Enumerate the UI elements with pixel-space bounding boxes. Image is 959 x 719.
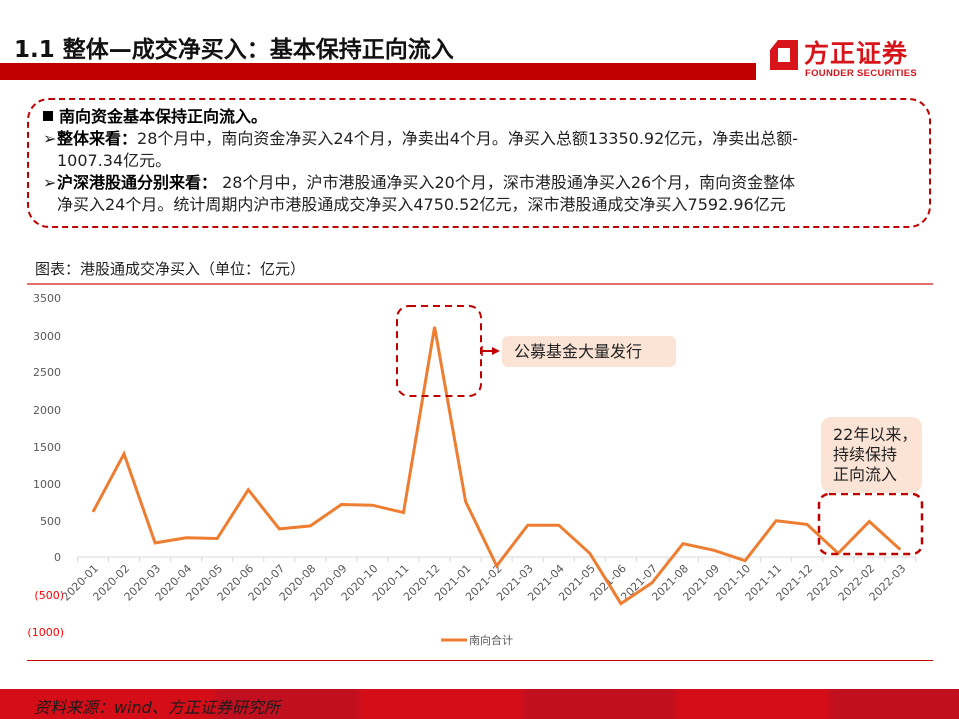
legend-label: 南向合计: [469, 633, 513, 647]
summary-point-2-cont: 净买入24个月。统计周期内沪市港股通成交净买入4750.52亿元，深市港股通成交…: [43, 194, 933, 216]
point-1-text: 28个月中，南向资金净买入24个月，净卖出4个月。净买入总额13350.92亿元…: [137, 129, 799, 148]
title-underline-bar: [0, 63, 756, 80]
y-tick-label: 0: [54, 551, 61, 564]
logo-english-name: FOUNDER SECURITIES: [805, 68, 918, 79]
series-line-southbound-total: [91, 326, 902, 606]
arrow-bullet-icon: ➢: [43, 129, 57, 148]
y-tick-label: 500: [40, 515, 61, 528]
point-2-label: 沪深港股通分别来看：: [57, 173, 218, 192]
y-tick-label: 2500: [33, 366, 61, 379]
page-title: 1.1 整体—成交净买入：基本保持正向流入: [14, 37, 454, 63]
source-note: 资料来源：wind、方正证券研究所: [34, 698, 280, 717]
footer-bar: 资料来源：wind、方正证券研究所: [0, 689, 959, 719]
chart-title-rule: [27, 283, 933, 285]
peak-highlight-box: [396, 305, 482, 397]
y-tick-label: (500): [34, 589, 64, 602]
y-tick-label: 1000: [33, 478, 61, 491]
point-2-text: 28个月中，沪市港股通净买入20个月，深市港股通净买入26个月，南向资金整体: [217, 173, 796, 192]
recent-note-line-3: 正向流入: [833, 465, 898, 484]
recent-annotation-callout: 22年以来， 持续保持 正向流入: [821, 417, 922, 493]
square-bullet-icon: [43, 111, 53, 121]
company-logo: 方正证券 FOUNDER SECURITIES: [768, 34, 938, 80]
summary-text: 南向资金基本保持正向流入。 ➢整体来看：28个月中，南向资金净买入24个月，净卖…: [43, 106, 933, 216]
chart-title: 图表：港股通成交净买入（单位：亿元）: [35, 260, 306, 278]
point-2-text-cont: 净买入24个月。统计周期内沪市港股通成交净买入4750.52亿元，深市港股通成交…: [57, 195, 786, 214]
point-1-label: 整体来看：: [57, 129, 138, 148]
recent-highlight-box: [817, 492, 924, 556]
summary-headline-line: 南向资金基本保持正向流入。: [43, 106, 933, 128]
logo-mark-icon: [770, 40, 798, 70]
summary-headline: 南向资金基本保持正向流入。: [59, 107, 268, 126]
y-tick-label: 3000: [33, 330, 61, 343]
recent-note-line-2: 持续保持: [833, 445, 898, 464]
summary-point-1-cont: 1007.34亿元。: [43, 150, 933, 172]
summary-point-2: ➢沪深港股通分别来看： 28个月中，沪市港股通净买入20个月，深市港股通净买入2…: [43, 172, 933, 194]
y-tick-label: 2000: [33, 404, 61, 417]
summary-dashed-box: [27, 98, 931, 228]
summary-point-1: ➢整体来看：28个月中，南向资金净买入24个月，净卖出4个月。净买入总额1335…: [43, 128, 933, 150]
y-tick-label: 1500: [33, 441, 61, 454]
point-1-text-cont: 1007.34亿元。: [57, 151, 172, 170]
chart-bottom-rule: [27, 660, 933, 661]
peak-annotation-callout: 公募基金大量发行: [502, 336, 676, 367]
arrow-head-icon: [492, 347, 500, 355]
arrow-bullet-icon: ➢: [43, 173, 57, 192]
y-tick-label: 3500: [33, 292, 61, 305]
logo-chinese-name: 方正证券: [804, 39, 909, 68]
y-tick-label: (1000): [27, 626, 64, 639]
recent-note-line-1: 22年以来，: [833, 425, 918, 444]
